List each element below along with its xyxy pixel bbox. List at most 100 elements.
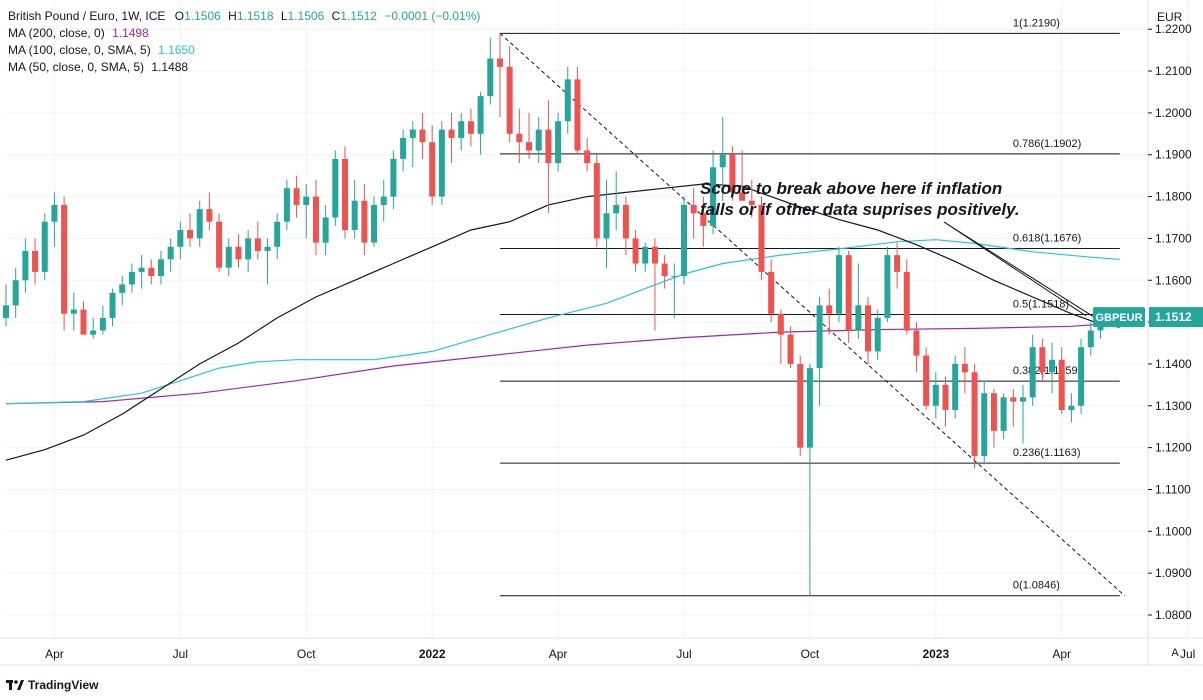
candle-body [903,271,910,331]
x-tick-label: 2022 [419,647,446,661]
candle-body [816,305,823,369]
candle-body [526,142,533,151]
candle-body [225,246,232,268]
fib-level-label: 0.236(1.1163) [1013,447,1081,459]
ma100-line [5,239,1120,405]
candle-body [787,334,794,364]
fib-level-label: 0.382(1.1359) [1013,365,1082,377]
candle-body [12,280,19,306]
candle-body [806,368,813,448]
legend-ma50[interactable]: MA (50, close, 0, SMA, 5) 1.1488 [8,59,480,76]
candle-body [216,221,223,268]
candle-body [952,363,959,410]
x-tick-label: 2023 [922,647,949,661]
legend-ma100[interactable]: MA (100, close, 0, SMA, 5) 1.1650 [8,42,480,59]
candle-body [51,204,58,222]
x-tick-label: Jul [676,647,691,661]
ohlc-high: 1.1518 [236,9,274,23]
last-price-badge [1149,307,1203,328]
candle-body [196,209,203,239]
candle-body [351,200,358,231]
candle-body [429,142,436,197]
ma100-value: 1.1650 [158,43,195,57]
candle-body [128,271,135,285]
candle-body [690,204,697,214]
candle-body [894,255,901,272]
candle-body [90,330,97,335]
ohlc-l-label: L [280,9,288,23]
ma100-label: MA (100, close, 0, SMA, 5) [8,43,151,57]
ohlc-low: 1.1506 [287,9,325,23]
currency-label: EUR [1157,10,1183,24]
annotation-line-1: Scope to break above here if inflation [700,179,1002,198]
y-tick-label: 1.1300 [1155,399,1192,413]
fib-level-label: 0.5(1.1518) [1013,299,1069,311]
symbol-badge-label: GBPEUR [1095,312,1142,324]
y-tick-label: 1.2100 [1155,64,1192,78]
candle-body [322,217,329,243]
candle-body [400,137,407,159]
candle-body [932,384,939,406]
candle-body [913,330,920,356]
candle-body [312,196,319,243]
candle-body [70,309,77,314]
ohlc-open: 1.1506 [184,9,221,23]
candle-body [797,363,804,448]
legend-ma200[interactable]: MA (200, close, 0) 1.1498 [8,25,480,42]
candle-body [671,276,678,278]
candle-body [467,121,474,134]
candle-body [971,372,978,456]
candle-body [923,355,930,406]
annotation-arrow [943,221,1087,317]
symbol-badge [1093,307,1145,328]
candle-body [613,204,620,214]
y-tick-label: 1.0900 [1155,566,1192,580]
symbol-title[interactable]: British Pound / Euro, 1W, ICE [8,9,166,23]
tradingview-logo-icon [6,680,24,690]
candle-body [332,158,339,218]
candle-body [458,121,465,138]
x-tick-label: Oct [801,647,820,661]
candle-body [729,154,736,193]
candle-body [390,158,397,197]
candle-body [1029,347,1036,398]
candle-body [835,255,842,314]
candle-body [719,154,726,168]
candle-body [1078,347,1085,406]
candle-body [41,221,48,272]
candle-body [283,188,290,222]
ma50-label: MA (50, close, 0, SMA, 5) [8,60,145,74]
candle-body [32,250,39,272]
candle-body [777,313,784,335]
ma200-label: MA (200, close, 0) [8,26,105,40]
ma50-line [5,183,1120,461]
y-tick-label: 1.0800 [1155,608,1192,622]
candle-body [254,238,261,251]
candle-body [187,230,194,239]
candle-body [506,66,513,134]
candle-body [603,213,610,239]
candle-body [574,79,581,151]
y-tick-label: 1.1600 [1155,273,1192,287]
legend-symbol-row: British Pound / Euro, 1W, ICE O1.1506 H1… [8,8,480,25]
candle-body [710,167,717,226]
candle-body [148,267,155,277]
candle-body [1068,405,1075,410]
candle-body [303,196,310,205]
fib-level-label: 0.786(1.1902) [1013,138,1082,150]
annotation-arrow [943,221,1106,325]
candle-body [555,121,562,164]
tradingview-logo-text[interactable]: TradingView [28,678,99,692]
ohlc-h-label: H [228,9,237,23]
candle-body [477,96,484,134]
y-tick-label: 1.1700 [1155,231,1192,245]
ohlc-close: 1.1512 [340,9,377,23]
candle-body [884,255,891,318]
candle-body [622,204,629,239]
y-tick-label: 1.1200 [1155,441,1192,455]
x-tick-label: Jul [173,647,188,661]
grid [6,2,1189,638]
candle-body [584,150,591,164]
candle-body [409,129,416,138]
